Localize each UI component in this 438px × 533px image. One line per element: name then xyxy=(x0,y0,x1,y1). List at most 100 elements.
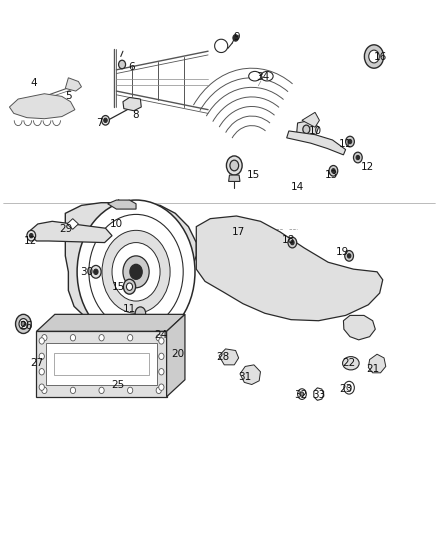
Polygon shape xyxy=(343,316,375,340)
Circle shape xyxy=(233,35,238,41)
Polygon shape xyxy=(229,175,240,181)
Circle shape xyxy=(91,265,101,278)
Circle shape xyxy=(169,345,181,360)
Circle shape xyxy=(99,335,104,341)
Text: 24: 24 xyxy=(155,329,168,340)
Text: 31: 31 xyxy=(238,372,251,382)
Circle shape xyxy=(297,389,306,399)
Text: 20: 20 xyxy=(171,349,184,359)
Text: 11: 11 xyxy=(123,304,136,314)
Text: 12: 12 xyxy=(361,161,374,172)
Text: 14: 14 xyxy=(291,182,304,192)
Polygon shape xyxy=(314,388,324,400)
Circle shape xyxy=(102,230,170,313)
Circle shape xyxy=(159,353,164,360)
Polygon shape xyxy=(240,365,261,384)
Circle shape xyxy=(42,335,47,341)
Circle shape xyxy=(29,233,33,238)
Circle shape xyxy=(71,387,76,393)
Circle shape xyxy=(112,243,160,301)
Text: 10: 10 xyxy=(110,219,123,229)
Text: 22: 22 xyxy=(343,358,356,368)
Circle shape xyxy=(369,50,379,63)
Circle shape xyxy=(344,381,354,394)
Text: 10: 10 xyxy=(308,126,321,136)
Circle shape xyxy=(89,214,183,329)
Circle shape xyxy=(288,237,297,248)
Polygon shape xyxy=(196,216,383,321)
Polygon shape xyxy=(297,120,318,138)
Circle shape xyxy=(300,392,304,396)
Text: 25: 25 xyxy=(111,379,124,390)
Circle shape xyxy=(71,335,76,341)
Text: 23: 23 xyxy=(339,384,352,394)
Circle shape xyxy=(39,384,44,390)
Circle shape xyxy=(94,269,98,274)
Circle shape xyxy=(332,168,335,173)
Text: 30: 30 xyxy=(81,267,94,277)
Circle shape xyxy=(42,387,47,393)
Text: 26: 26 xyxy=(19,321,33,331)
Polygon shape xyxy=(30,221,112,243)
Circle shape xyxy=(347,254,351,258)
Polygon shape xyxy=(10,94,75,119)
Circle shape xyxy=(364,45,384,68)
Polygon shape xyxy=(46,343,157,385)
Circle shape xyxy=(230,160,239,171)
Text: 19: 19 xyxy=(336,247,349,256)
Circle shape xyxy=(226,156,242,175)
Circle shape xyxy=(39,353,44,360)
Circle shape xyxy=(124,279,136,294)
Circle shape xyxy=(104,118,107,123)
Text: 27: 27 xyxy=(30,358,43,368)
Circle shape xyxy=(303,125,310,134)
Circle shape xyxy=(348,140,352,144)
Circle shape xyxy=(27,230,35,241)
Circle shape xyxy=(345,251,353,261)
Text: 5: 5 xyxy=(65,91,72,101)
Circle shape xyxy=(130,264,142,279)
Text: 12: 12 xyxy=(24,236,37,246)
Text: 34: 34 xyxy=(256,72,269,82)
Circle shape xyxy=(290,240,294,245)
Polygon shape xyxy=(368,354,386,373)
Circle shape xyxy=(119,60,126,69)
Circle shape xyxy=(77,200,195,344)
Polygon shape xyxy=(302,112,319,127)
Text: 13: 13 xyxy=(325,170,338,180)
Circle shape xyxy=(39,338,44,344)
Polygon shape xyxy=(166,314,185,397)
Polygon shape xyxy=(65,78,81,91)
Circle shape xyxy=(156,335,161,341)
Circle shape xyxy=(39,368,44,375)
Circle shape xyxy=(123,256,149,288)
Text: 28: 28 xyxy=(217,352,230,362)
Circle shape xyxy=(127,283,133,290)
Text: 6: 6 xyxy=(128,62,135,72)
Text: 8: 8 xyxy=(133,110,139,120)
Circle shape xyxy=(347,385,351,390)
Text: 29: 29 xyxy=(60,224,73,235)
Text: 4: 4 xyxy=(30,78,37,88)
Text: 9: 9 xyxy=(233,32,240,42)
Text: 11: 11 xyxy=(339,139,352,149)
Circle shape xyxy=(21,321,25,327)
Text: 16: 16 xyxy=(374,52,387,61)
Polygon shape xyxy=(108,200,136,209)
Ellipse shape xyxy=(261,71,273,81)
Polygon shape xyxy=(123,98,141,111)
Circle shape xyxy=(127,335,133,341)
Text: 15: 15 xyxy=(112,282,125,292)
Circle shape xyxy=(356,156,360,160)
Circle shape xyxy=(99,387,104,393)
Polygon shape xyxy=(36,332,166,397)
Text: 21: 21 xyxy=(366,364,379,374)
Polygon shape xyxy=(287,131,346,155)
Circle shape xyxy=(135,307,146,320)
Text: 18: 18 xyxy=(282,235,296,245)
Circle shape xyxy=(159,368,164,375)
Polygon shape xyxy=(67,219,78,229)
Circle shape xyxy=(329,165,338,176)
Circle shape xyxy=(15,314,31,334)
Circle shape xyxy=(346,136,354,147)
